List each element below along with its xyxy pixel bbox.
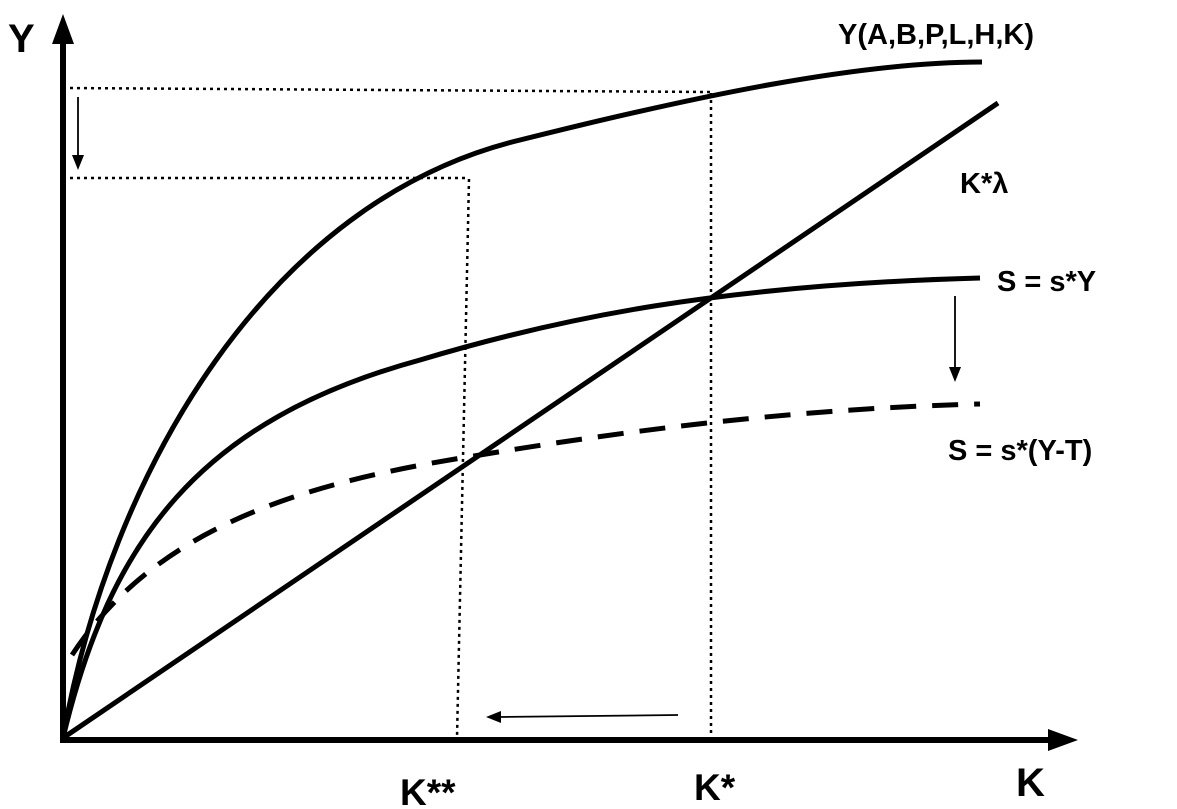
y-axis-label: Y [8, 17, 35, 61]
guide-y-at-k-star [62, 86, 711, 94]
k-double-star-tick-label: K** [400, 772, 456, 809]
output-shift-arrow [72, 97, 84, 170]
k-star-tick-label: K* [694, 767, 736, 808]
guide-k-double-star-vertical [455, 178, 471, 739]
y-axis [52, 14, 74, 740]
x-axis [60, 729, 1078, 751]
savings-curve [60, 275, 981, 739]
guide-lines [62, 86, 713, 739]
production-curve-label: Y(A,B,P,L,H,K) [838, 19, 1034, 51]
x-axis-label: K [1016, 761, 1045, 805]
depreciation-line [61, 100, 1000, 741]
capital-shift-arrow [486, 711, 679, 723]
depreciation-line-label: K*λ [960, 168, 1008, 200]
savings-shift-arrow [949, 296, 961, 382]
savings-curve-label: S = s*Y [997, 266, 1096, 298]
savings-taxed-curve [69, 401, 981, 657]
savings-taxed-curve-label: S = s*(Y-T) [948, 435, 1092, 467]
production-curve [60, 59, 983, 739]
